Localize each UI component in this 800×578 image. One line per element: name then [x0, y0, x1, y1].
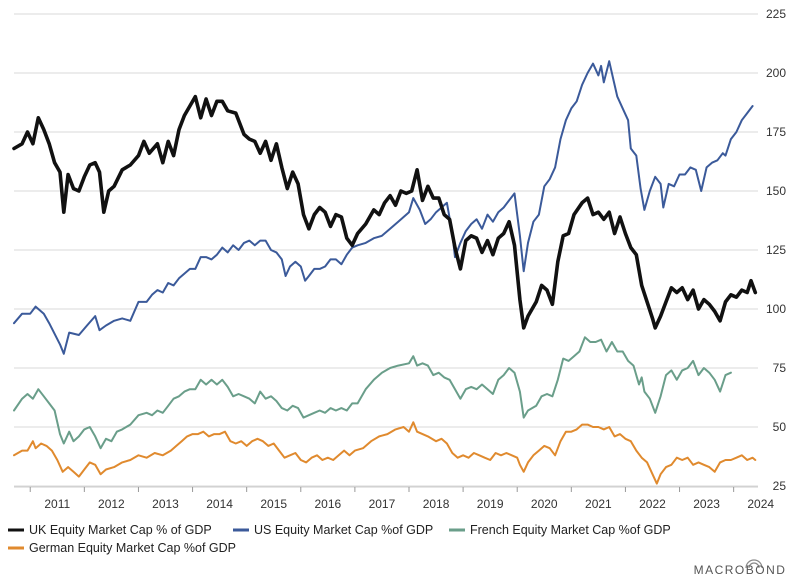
x-tick-label: 2016: [314, 497, 341, 511]
x-tick-label: 2020: [531, 497, 558, 511]
legend-label: UK Equity Market Cap % of GDP: [29, 523, 212, 537]
x-tick-label: 2015: [260, 497, 287, 511]
x-tick-label: 2023: [693, 497, 720, 511]
y-tick-label: 50: [773, 420, 787, 434]
brand-name: MACROBOND: [694, 563, 787, 577]
axes: 25 50 75 100 125 150 175 200 225 2011 2012 2013 2014…: [14, 7, 786, 511]
series-lines: [12, 60, 758, 485]
series-line-german: [13, 421, 757, 485]
legend-item-uk: UK Equity Market Cap % of GDP: [8, 523, 212, 537]
x-tick-label: 2011: [44, 497, 70, 511]
legend-item-us: US Equity Market Cap %of GDP: [233, 523, 433, 537]
series-line-french: [13, 336, 732, 450]
y-tick-label: 75: [773, 361, 787, 375]
x-tick-label: 2024: [747, 497, 774, 511]
x-tick-label: 2017: [369, 497, 396, 511]
series-line-uk: [12, 94, 758, 330]
y-tick-label: 175: [766, 125, 786, 139]
legend: UK Equity Market Cap % of GDP US Equity M…: [8, 523, 671, 555]
x-tick-label: 2018: [423, 497, 450, 511]
legend-label: French Equity Market Cap %of GDP: [470, 523, 671, 537]
series-line-us: [13, 60, 754, 355]
legend-item-french: French Equity Market Cap %of GDP: [449, 523, 671, 537]
legend-item-german: German Equity Market Cap %of GDP: [8, 541, 236, 555]
brand-logo: MACROBOND: [694, 559, 787, 577]
x-tick-label: 2021: [585, 497, 612, 511]
x-tick-label: 2022: [639, 497, 666, 511]
y-tick-label: 125: [766, 243, 786, 257]
legend-label: German Equity Market Cap %of GDP: [29, 541, 236, 555]
x-tick-label: 2019: [477, 497, 504, 511]
legend-label: US Equity Market Cap %of GDP: [254, 523, 433, 537]
y-tick-label: 150: [766, 184, 786, 198]
y-tick-label: 25: [773, 479, 787, 493]
y-tick-label: 225: [766, 7, 786, 21]
y-tick-label: 200: [766, 66, 786, 80]
y-tick-label: 100: [766, 302, 786, 316]
x-tick-label: 2013: [152, 497, 179, 511]
macrobond-logo-icon: [745, 559, 763, 569]
x-tick-label: 2014: [206, 497, 233, 511]
gridlines: [14, 13, 758, 487]
x-tick-label: 2012: [98, 497, 125, 511]
